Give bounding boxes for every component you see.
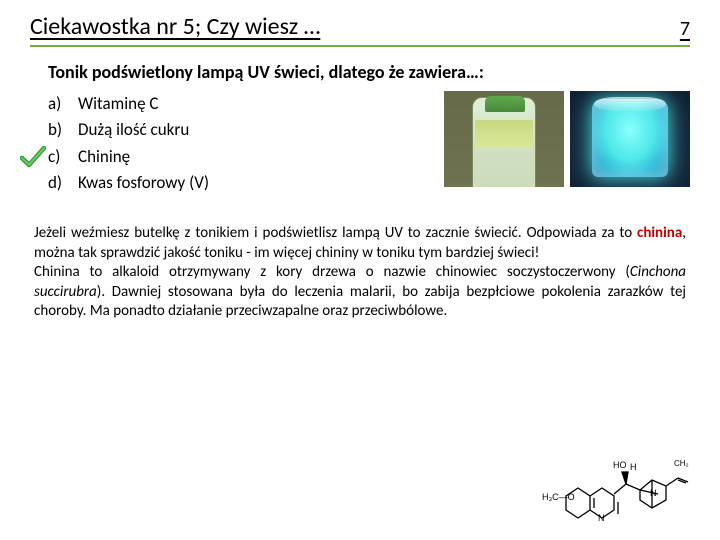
answer-text: Dużą ilość cukru bbox=[78, 117, 189, 143]
answer-label: c) bbox=[48, 144, 68, 170]
para1-a: Jeżeli weźmiesz butelkę z tonikiem i pod… bbox=[34, 224, 637, 242]
answer-label: a) bbox=[48, 91, 68, 117]
atom-ho: HO bbox=[613, 460, 627, 470]
photo-tonic-uv bbox=[570, 91, 690, 187]
answer-label: d) bbox=[48, 170, 68, 196]
explanation-text: Jeżeli weźmiesz butelkę z tonikiem i pod… bbox=[0, 200, 720, 330]
bottle-shape bbox=[472, 97, 536, 187]
atom-n: N bbox=[598, 513, 605, 523]
answer-c: c) Chininę bbox=[48, 144, 209, 170]
slide-title: Ciekawostka nr 5; Czy wiesz … bbox=[30, 12, 320, 41]
atom-och3: H₃C—O bbox=[542, 492, 575, 502]
photo-bottle-daylight bbox=[444, 91, 564, 187]
answer-b: b) Dużą ilość cukru bbox=[48, 117, 209, 143]
molecule-structure: N N H HO H₃C—O CH₂ bbox=[540, 442, 690, 532]
answer-label: b) bbox=[48, 117, 68, 143]
images-row bbox=[444, 91, 690, 196]
answer-text: Kwas fosforowy (V) bbox=[78, 170, 209, 196]
checkmark-icon bbox=[20, 146, 46, 168]
atom-ch2: CH₂ bbox=[674, 459, 689, 468]
answer-text: Chininę bbox=[78, 144, 130, 170]
glowing-glass bbox=[592, 99, 668, 177]
highlight-chinina: chinina bbox=[637, 224, 682, 242]
answer-text: Witaminę C bbox=[78, 91, 158, 117]
atom-h: H bbox=[630, 462, 637, 472]
answer-d: d) Kwas fosforowy (V) bbox=[48, 170, 209, 196]
answer-a: a) Witaminę C bbox=[48, 91, 209, 117]
question-text: Tonik podświetlony lampą UV świeci, dlat… bbox=[0, 55, 720, 87]
page-number: 7 bbox=[680, 17, 690, 41]
para2-a: Chinina to alkaloid otrzymywany z kory d… bbox=[34, 263, 630, 281]
accent-divider bbox=[30, 45, 690, 47]
answers-list: a) Witaminę C b) Dużą ilość cukru c) Chi… bbox=[48, 91, 209, 196]
para2-b: ). Dawniej stosowana była do leczenia ma… bbox=[34, 283, 686, 321]
atom-n: N bbox=[650, 488, 657, 498]
